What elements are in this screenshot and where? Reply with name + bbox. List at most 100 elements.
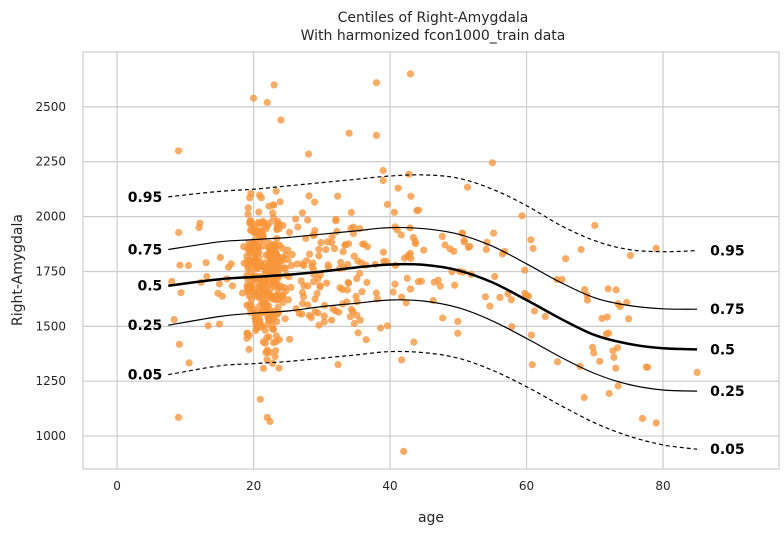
data-point [272,250,281,258]
data-point [243,334,251,342]
data-point [322,279,331,287]
data-point [214,289,222,297]
data-point [379,176,387,185]
data-point [277,282,285,290]
data-point [250,94,258,102]
data-point [254,229,262,237]
data-point [265,250,273,258]
x-tick-label: 60 [519,479,534,493]
data-point [281,315,289,323]
data-point [255,248,263,256]
data-point [356,316,364,324]
data-point [244,204,252,212]
data-point [255,208,263,216]
data-point [259,288,267,296]
y-tick-label: 2250 [35,155,66,169]
data-point [254,218,262,226]
data-point [463,183,472,191]
data-point [238,289,247,297]
data-point [363,243,371,251]
data-point [354,329,362,337]
data-point [412,240,420,248]
data-point [580,393,588,402]
data-point [176,261,184,269]
data-point [305,150,313,158]
data-point [589,343,597,351]
plot-frame [82,51,780,470]
data-point [300,282,308,290]
data-point [591,221,599,229]
data-point [332,217,340,225]
data-point [508,323,516,331]
data-point [259,299,267,307]
y-tick-label: 2000 [35,210,66,224]
centile-line-0-95 [168,174,698,253]
data-point [581,286,589,294]
data-point [285,228,294,236]
y-tick-label: 1750 [35,264,66,278]
data-point [400,447,408,455]
data-point [406,285,415,293]
data-point [246,301,254,309]
data-point [258,280,266,288]
data-point [338,285,346,293]
data-point [260,220,268,228]
data-point [454,317,462,325]
data-point [263,356,271,364]
centile-label-left: 0.25 [128,318,163,334]
data-point [625,315,633,323]
data-point [376,324,385,332]
data-point [295,309,303,317]
data-point [307,314,315,322]
data-point [284,296,292,304]
data-point [250,288,259,297]
data-point [562,255,570,263]
data-point [287,283,295,291]
data-point [168,277,176,285]
data-point [626,251,635,260]
centile-label-left: 0.75 [128,243,163,259]
chart-title: Centiles of Right-Amygdala [338,10,529,26]
centile-label-right: 0.95 [710,244,745,260]
data-point [281,287,290,296]
data-point [276,198,284,206]
data-point [272,332,280,340]
data-point [333,227,341,235]
data-point [652,419,660,427]
chart-subtitle: With harmonized fcon1000_train data [301,28,566,44]
data-point [430,278,438,286]
data-point [522,292,530,300]
data-point [482,245,490,253]
data-point [264,313,272,321]
data-point [259,364,268,372]
data-point [256,316,264,324]
data-point [491,272,499,281]
y-tick-label: 1000 [35,429,66,443]
data-point [391,280,399,288]
data-point [298,288,307,297]
data-point [481,293,490,301]
data-point [372,289,380,297]
data-point [261,269,269,277]
data-point [175,228,183,237]
data-point [527,331,536,339]
data-point [264,320,272,328]
data-point [362,336,370,344]
data-point [379,166,387,175]
data-point [271,353,279,361]
data-point [409,234,417,242]
data-point [174,413,183,421]
data-point [398,293,406,301]
data-point [328,316,336,324]
data-point [347,305,356,313]
data-point [265,239,273,247]
data-point [398,356,406,364]
data-point [558,276,566,284]
data-point [265,279,273,287]
centile-label-right: 0.75 [710,302,745,318]
data-point [244,210,252,218]
data-point [354,257,362,265]
data-point [247,295,256,303]
data-point [383,200,391,208]
data-point [405,170,413,178]
